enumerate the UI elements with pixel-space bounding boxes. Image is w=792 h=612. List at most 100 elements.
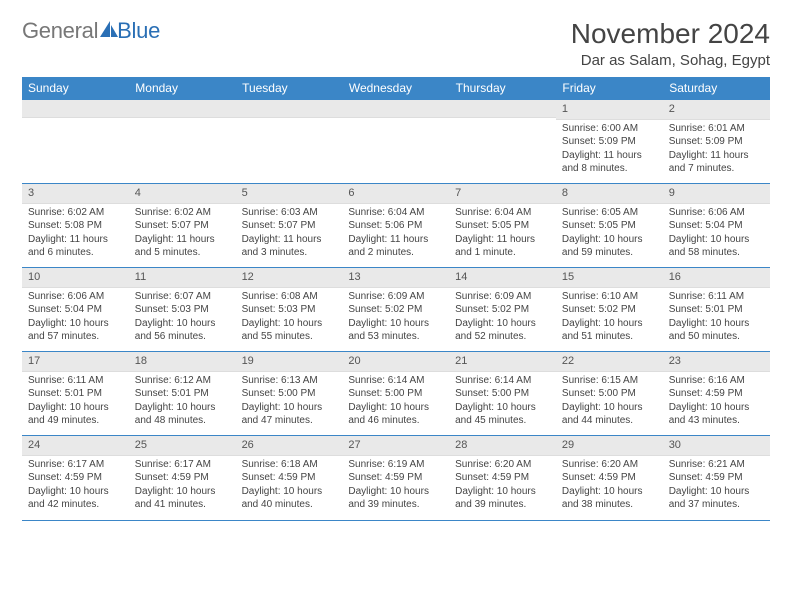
sunrise-text: Sunrise: 6:20 AM xyxy=(562,458,657,472)
day-body: Sunrise: 6:21 AMSunset: 4:59 PMDaylight:… xyxy=(663,456,770,516)
day-number: 26 xyxy=(236,436,343,456)
daylight-text: Daylight: 10 hours and 39 minutes. xyxy=(348,485,443,512)
day-cell: 30Sunrise: 6:21 AMSunset: 4:59 PMDayligh… xyxy=(663,436,770,520)
day-cell: 12Sunrise: 6:08 AMSunset: 5:03 PMDayligh… xyxy=(236,268,343,352)
day-number xyxy=(236,100,343,118)
day-cell xyxy=(449,100,556,184)
weekday-header: Friday xyxy=(556,77,663,100)
sunset-text: Sunset: 5:04 PM xyxy=(28,303,123,317)
day-cell: 25Sunrise: 6:17 AMSunset: 4:59 PMDayligh… xyxy=(129,436,236,520)
weekday-header: Wednesday xyxy=(342,77,449,100)
day-cell: 15Sunrise: 6:10 AMSunset: 5:02 PMDayligh… xyxy=(556,268,663,352)
sunset-text: Sunset: 5:01 PM xyxy=(669,303,764,317)
daylight-text: Daylight: 10 hours and 38 minutes. xyxy=(562,485,657,512)
sunrise-text: Sunrise: 6:06 AM xyxy=(28,290,123,304)
day-body: Sunrise: 6:11 AMSunset: 5:01 PMDaylight:… xyxy=(22,372,129,432)
sunrise-text: Sunrise: 6:08 AM xyxy=(242,290,337,304)
week-row: 3Sunrise: 6:02 AMSunset: 5:08 PMDaylight… xyxy=(22,184,770,268)
sunset-text: Sunset: 5:03 PM xyxy=(242,303,337,317)
sunrise-text: Sunrise: 6:03 AM xyxy=(242,206,337,220)
day-body xyxy=(129,118,236,124)
day-number: 10 xyxy=(22,268,129,288)
day-number: 9 xyxy=(663,184,770,204)
sunset-text: Sunset: 4:59 PM xyxy=(28,471,123,485)
brand-part2: Blue xyxy=(117,18,160,44)
sunset-text: Sunset: 5:00 PM xyxy=(348,387,443,401)
day-number xyxy=(129,100,236,118)
daylight-text: Daylight: 10 hours and 58 minutes. xyxy=(669,233,764,260)
sunrise-text: Sunrise: 6:00 AM xyxy=(562,122,657,136)
day-number xyxy=(22,100,129,118)
day-number xyxy=(342,100,449,118)
day-number: 12 xyxy=(236,268,343,288)
day-body: Sunrise: 6:07 AMSunset: 5:03 PMDaylight:… xyxy=(129,288,236,348)
sunrise-text: Sunrise: 6:17 AM xyxy=(135,458,230,472)
sunrise-text: Sunrise: 6:17 AM xyxy=(28,458,123,472)
daylight-text: Daylight: 11 hours and 3 minutes. xyxy=(242,233,337,260)
daylight-text: Daylight: 10 hours and 40 minutes. xyxy=(242,485,337,512)
day-number: 30 xyxy=(663,436,770,456)
sunrise-text: Sunrise: 6:02 AM xyxy=(28,206,123,220)
sunset-text: Sunset: 4:59 PM xyxy=(562,471,657,485)
day-body: Sunrise: 6:19 AMSunset: 4:59 PMDaylight:… xyxy=(342,456,449,516)
day-number: 4 xyxy=(129,184,236,204)
day-body xyxy=(342,118,449,124)
sunrise-text: Sunrise: 6:07 AM xyxy=(135,290,230,304)
day-body: Sunrise: 6:01 AMSunset: 5:09 PMDaylight:… xyxy=(663,120,770,180)
day-body: Sunrise: 6:08 AMSunset: 5:03 PMDaylight:… xyxy=(236,288,343,348)
day-body: Sunrise: 6:14 AMSunset: 5:00 PMDaylight:… xyxy=(449,372,556,432)
day-body: Sunrise: 6:12 AMSunset: 5:01 PMDaylight:… xyxy=(129,372,236,432)
weekday-row: Sunday Monday Tuesday Wednesday Thursday… xyxy=(22,77,770,100)
bottom-rule xyxy=(22,520,770,521)
daylight-text: Daylight: 11 hours and 8 minutes. xyxy=(562,149,657,176)
day-cell: 18Sunrise: 6:12 AMSunset: 5:01 PMDayligh… xyxy=(129,352,236,436)
brand-logo: GeneralBlue xyxy=(22,18,160,44)
sunrise-text: Sunrise: 6:04 AM xyxy=(348,206,443,220)
day-cell xyxy=(236,100,343,184)
week-row: 24Sunrise: 6:17 AMSunset: 4:59 PMDayligh… xyxy=(22,436,770,520)
daylight-text: Daylight: 10 hours and 59 minutes. xyxy=(562,233,657,260)
sunrise-text: Sunrise: 6:14 AM xyxy=(348,374,443,388)
day-number: 20 xyxy=(342,352,449,372)
daylight-text: Daylight: 10 hours and 57 minutes. xyxy=(28,317,123,344)
sunset-text: Sunset: 5:01 PM xyxy=(28,387,123,401)
day-body: Sunrise: 6:10 AMSunset: 5:02 PMDaylight:… xyxy=(556,288,663,348)
sunset-text: Sunset: 5:08 PM xyxy=(28,219,123,233)
sunrise-text: Sunrise: 6:10 AM xyxy=(562,290,657,304)
sunset-text: Sunset: 5:09 PM xyxy=(669,135,764,149)
daylight-text: Daylight: 10 hours and 51 minutes. xyxy=(562,317,657,344)
day-cell: 6Sunrise: 6:04 AMSunset: 5:06 PMDaylight… xyxy=(342,184,449,268)
day-number: 6 xyxy=(342,184,449,204)
sunset-text: Sunset: 4:59 PM xyxy=(455,471,550,485)
sunrise-text: Sunrise: 6:19 AM xyxy=(348,458,443,472)
day-number: 23 xyxy=(663,352,770,372)
location: Dar as Salam, Sohag, Egypt xyxy=(571,52,770,69)
sunset-text: Sunset: 5:06 PM xyxy=(348,219,443,233)
day-body: Sunrise: 6:17 AMSunset: 4:59 PMDaylight:… xyxy=(129,456,236,516)
day-body: Sunrise: 6:14 AMSunset: 5:00 PMDaylight:… xyxy=(342,372,449,432)
day-cell: 24Sunrise: 6:17 AMSunset: 4:59 PMDayligh… xyxy=(22,436,129,520)
daylight-text: Daylight: 11 hours and 1 minute. xyxy=(455,233,550,260)
daylight-text: Daylight: 10 hours and 50 minutes. xyxy=(669,317,764,344)
sunrise-text: Sunrise: 6:14 AM xyxy=(455,374,550,388)
sunset-text: Sunset: 5:05 PM xyxy=(455,219,550,233)
day-number: 19 xyxy=(236,352,343,372)
day-body: Sunrise: 6:20 AMSunset: 4:59 PMDaylight:… xyxy=(449,456,556,516)
day-body: Sunrise: 6:16 AMSunset: 4:59 PMDaylight:… xyxy=(663,372,770,432)
sunset-text: Sunset: 5:00 PM xyxy=(242,387,337,401)
day-cell: 27Sunrise: 6:19 AMSunset: 4:59 PMDayligh… xyxy=(342,436,449,520)
day-body: Sunrise: 6:17 AMSunset: 4:59 PMDaylight:… xyxy=(22,456,129,516)
day-body: Sunrise: 6:00 AMSunset: 5:09 PMDaylight:… xyxy=(556,120,663,180)
month-title: November 2024 xyxy=(571,18,770,50)
day-cell xyxy=(342,100,449,184)
day-cell: 11Sunrise: 6:07 AMSunset: 5:03 PMDayligh… xyxy=(129,268,236,352)
title-block: November 2024 Dar as Salam, Sohag, Egypt xyxy=(571,18,770,69)
sunset-text: Sunset: 5:02 PM xyxy=(562,303,657,317)
sunset-text: Sunset: 5:05 PM xyxy=(562,219,657,233)
daylight-text: Daylight: 10 hours and 43 minutes. xyxy=(669,401,764,428)
day-body: Sunrise: 6:05 AMSunset: 5:05 PMDaylight:… xyxy=(556,204,663,264)
sunset-text: Sunset: 5:00 PM xyxy=(455,387,550,401)
daylight-text: Daylight: 10 hours and 52 minutes. xyxy=(455,317,550,344)
daylight-text: Daylight: 10 hours and 42 minutes. xyxy=(28,485,123,512)
sunset-text: Sunset: 4:59 PM xyxy=(135,471,230,485)
